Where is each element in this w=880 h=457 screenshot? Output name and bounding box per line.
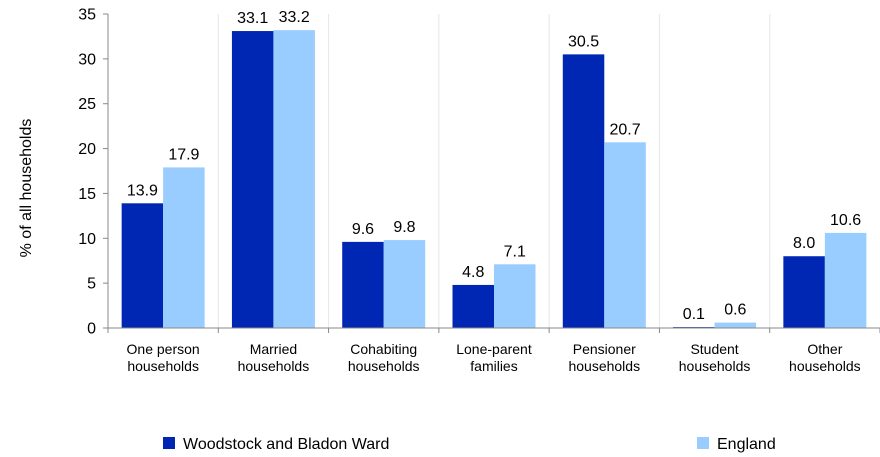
bars — [121, 30, 867, 329]
data-label: 0.6 — [724, 302, 746, 319]
data-label: 9.8 — [393, 219, 415, 236]
bar-england — [273, 30, 315, 329]
legend: Woodstock and Bladon Ward England — [163, 436, 776, 453]
data-label: 20.7 — [609, 121, 640, 138]
x-tick-label: Other households — [789, 341, 861, 374]
data-label: 0.1 — [683, 306, 705, 323]
bar-ward — [783, 256, 825, 328]
data-label: 13.9 — [127, 182, 158, 199]
legend-swatch — [163, 437, 175, 449]
data-label: 4.8 — [462, 264, 484, 281]
y-axis-title: % of all households — [18, 119, 35, 258]
data-labels: 13.9 33.1 9.6 4.8 30.5 0.1 8.0 17.9 33.2 9.8 7.1 20… — [127, 9, 861, 323]
legend-swatch — [697, 437, 709, 449]
bar-england — [494, 264, 536, 328]
y-tick-label: 15 — [78, 186, 96, 203]
y-tick-label: 5 — [87, 276, 96, 293]
data-label: 17.9 — [168, 146, 199, 163]
category-separators — [217, 14, 771, 328]
bar-ward — [231, 31, 274, 328]
data-label: 33.1 — [237, 10, 268, 27]
y-tick-label: 10 — [78, 231, 96, 248]
data-label: 7.1 — [504, 243, 526, 260]
bar-ward — [121, 203, 164, 328]
data-label: 30.5 — [568, 33, 599, 50]
bar-england — [604, 142, 646, 328]
bar-ward — [452, 284, 494, 328]
legend-label: England — [717, 436, 776, 453]
x-tick-label: Lone-parent families — [456, 341, 532, 374]
bar-ward — [342, 241, 384, 328]
y-tick-label: 25 — [78, 96, 96, 113]
bar-ward — [562, 54, 605, 328]
legend-label: Woodstock and Bladon Ward — [183, 436, 389, 453]
y-tick-label: 0 — [87, 321, 96, 338]
data-label: 8.0 — [793, 235, 815, 252]
y-tick-label: 35 — [78, 7, 96, 24]
y-axis: 0 5 10 15 20 25 30 35 — [78, 7, 109, 338]
x-tick-label: Cohabiting households — [348, 341, 420, 374]
x-tick-label: One person households — [127, 341, 200, 374]
bar-england — [383, 240, 426, 328]
y-tick-label: 30 — [78, 51, 96, 68]
y-tick-label: 20 — [78, 141, 96, 158]
bar-england — [163, 167, 205, 328]
data-label: 10.6 — [830, 212, 861, 229]
x-tick-label: Pensioner households — [568, 341, 640, 374]
bar-england — [824, 232, 867, 328]
data-label: 33.2 — [279, 9, 310, 26]
bar-england — [714, 322, 757, 328]
x-axis: One person households Married households Coh… — [107, 327, 880, 374]
x-tick-label: Married households — [238, 341, 310, 374]
data-label: 9.6 — [352, 221, 374, 238]
x-tick-label: Student households — [679, 341, 751, 374]
